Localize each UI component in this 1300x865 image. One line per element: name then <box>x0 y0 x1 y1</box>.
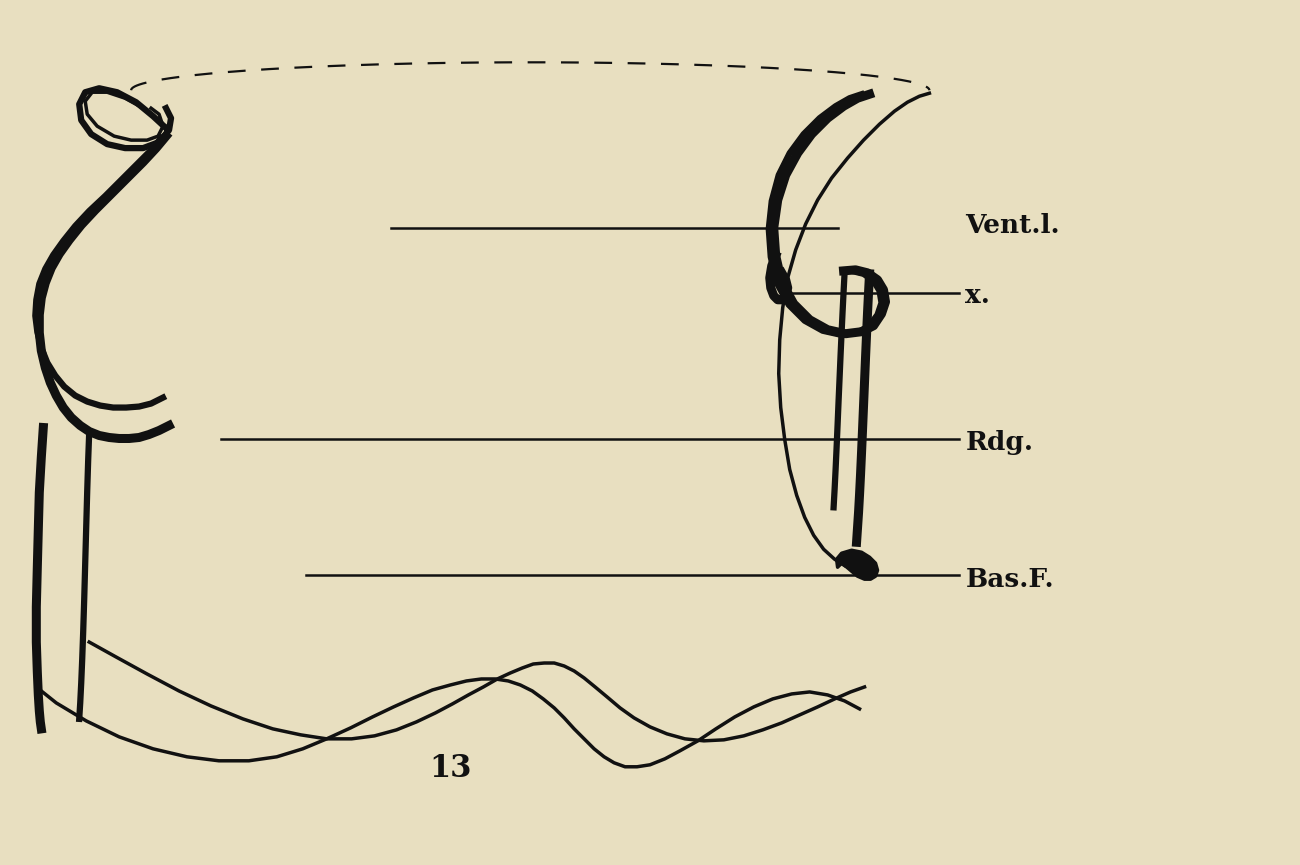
Text: 13: 13 <box>429 753 472 785</box>
Text: x.: x. <box>966 284 991 308</box>
Text: Rdg.: Rdg. <box>966 430 1034 455</box>
Text: Vent.l.: Vent.l. <box>966 214 1060 239</box>
Polygon shape <box>837 550 878 580</box>
Text: Bas.F.: Bas.F. <box>966 567 1054 592</box>
